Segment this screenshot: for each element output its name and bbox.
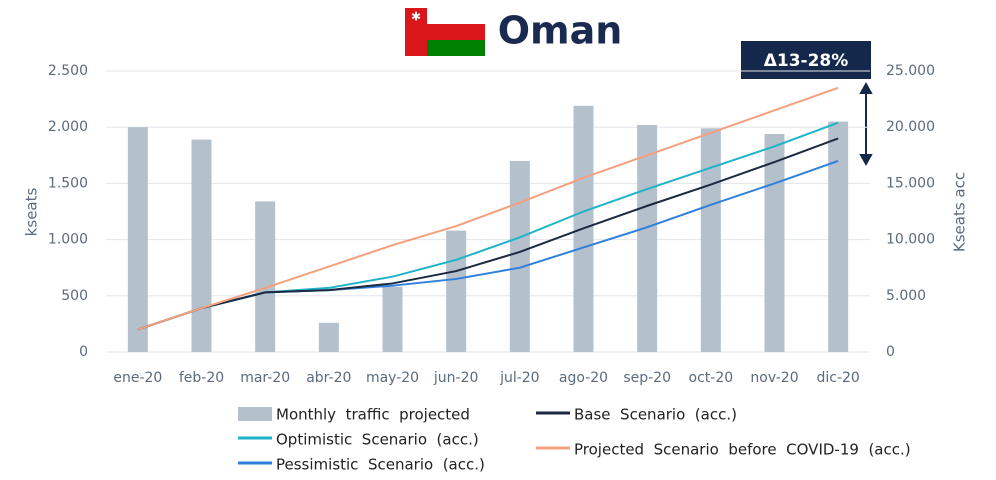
y-axis-label: kseats (23, 188, 41, 237)
flag: ✱ (405, 8, 485, 56)
x-tick-label: mar-20 (240, 370, 290, 386)
x-tick-label: sep-20 (623, 370, 671, 386)
bar (191, 139, 212, 352)
bar (127, 127, 148, 352)
chart-title: Oman (498, 9, 623, 53)
annotation: Δ13-28% (764, 51, 849, 71)
y2-tick-label: 10.000 (886, 232, 935, 248)
y-tick-label: 1.000 (48, 232, 88, 248)
bar (255, 201, 276, 352)
legend-label: Optimistic Scenario (acc.) (276, 431, 479, 449)
line (137, 137, 839, 331)
x-tick-label: feb-20 (179, 370, 224, 386)
x-tick-label: jun-20 (433, 370, 479, 386)
x-tick-label: ene-20 (113, 370, 162, 386)
x-tick-label: oct-20 (689, 370, 734, 386)
x-tick-label: may-20 (366, 370, 419, 386)
legend-label: Monthly traffic projected (276, 406, 470, 424)
line (137, 86, 839, 331)
y2-tick-label: 0 (886, 344, 895, 360)
y2-tick-label: 20.000 (886, 119, 935, 135)
x-tick-label: abr-20 (306, 370, 351, 386)
y2-axis-label: Kseats acc (951, 172, 969, 252)
annotation-box (741, 41, 871, 79)
bar (509, 160, 530, 352)
bar (764, 133, 785, 352)
y-tick-label: 1.500 (48, 175, 88, 191)
bar (318, 322, 339, 352)
y2-tick-label: 25.000 (886, 63, 935, 79)
legend-label: Base Scenario (acc.) (574, 406, 737, 424)
bar (700, 128, 721, 352)
x-tick-label: jul-20 (499, 370, 540, 386)
x-tick-label: dic-20 (816, 370, 859, 386)
svg-text:✱: ✱ (411, 10, 421, 24)
line (137, 159, 839, 331)
legend-label: Pessimistic Scenario (acc.) (276, 456, 485, 474)
bar (637, 124, 658, 353)
y-tick-label: 2.000 (48, 119, 88, 135)
x-tick-label: ago-20 (559, 370, 608, 386)
x-tick-label: nov-20 (750, 370, 798, 386)
y-tick-label: 2.500 (48, 63, 88, 79)
bar (446, 230, 467, 352)
arrow (859, 81, 873, 167)
bar (828, 121, 849, 352)
y2-tick-label: 15.000 (886, 175, 935, 191)
y-tick-label: 500 (61, 288, 88, 304)
bar (382, 286, 403, 352)
legend-label: Projected Scenario before COVID-19 (acc.… (574, 441, 911, 459)
y2-tick-label: 5.000 (886, 288, 926, 304)
legend-swatch (238, 407, 272, 421)
y-tick-label: 0 (79, 344, 88, 360)
